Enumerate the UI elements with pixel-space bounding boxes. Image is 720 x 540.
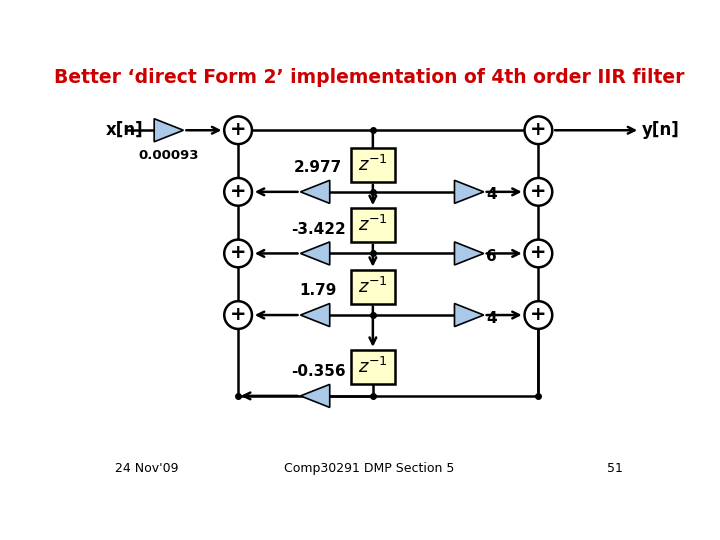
Text: $z^{-1}$: $z^{-1}$ bbox=[358, 155, 388, 175]
Polygon shape bbox=[454, 242, 484, 265]
Text: 4: 4 bbox=[486, 187, 497, 202]
Text: +: + bbox=[530, 181, 546, 200]
Text: +: + bbox=[230, 181, 246, 200]
Polygon shape bbox=[454, 180, 484, 204]
Polygon shape bbox=[300, 242, 330, 265]
Text: 0.00093: 0.00093 bbox=[138, 148, 199, 162]
Text: -0.356: -0.356 bbox=[291, 364, 346, 379]
Text: y[n]: y[n] bbox=[642, 122, 680, 139]
Ellipse shape bbox=[525, 178, 552, 206]
Text: 24 Nov'09: 24 Nov'09 bbox=[115, 462, 179, 475]
Polygon shape bbox=[154, 119, 184, 142]
Text: -3.422: -3.422 bbox=[291, 221, 346, 237]
Text: $z^{-1}$: $z^{-1}$ bbox=[358, 356, 388, 377]
FancyBboxPatch shape bbox=[351, 269, 395, 303]
Ellipse shape bbox=[224, 117, 252, 144]
Polygon shape bbox=[454, 303, 484, 327]
Text: $z^{-1}$: $z^{-1}$ bbox=[358, 215, 388, 235]
Ellipse shape bbox=[525, 117, 552, 144]
Text: +: + bbox=[530, 305, 546, 324]
Ellipse shape bbox=[224, 301, 252, 329]
Ellipse shape bbox=[224, 240, 252, 267]
Text: $z^{-1}$: $z^{-1}$ bbox=[358, 276, 388, 296]
Ellipse shape bbox=[224, 178, 252, 206]
Polygon shape bbox=[300, 384, 330, 408]
Text: Better ‘direct Form 2’ implementation of 4th order IIR filter: Better ‘direct Form 2’ implementation of… bbox=[54, 69, 684, 87]
Ellipse shape bbox=[525, 240, 552, 267]
Text: +: + bbox=[230, 305, 246, 324]
Text: +: + bbox=[530, 120, 546, 139]
Text: 1.79: 1.79 bbox=[300, 283, 337, 298]
FancyBboxPatch shape bbox=[351, 208, 395, 242]
Text: 51: 51 bbox=[607, 462, 623, 475]
Text: 6: 6 bbox=[486, 249, 497, 264]
Text: Comp30291 DMP Section 5: Comp30291 DMP Section 5 bbox=[284, 462, 454, 475]
Text: +: + bbox=[230, 120, 246, 139]
Text: +: + bbox=[530, 243, 546, 262]
Polygon shape bbox=[300, 303, 330, 327]
Text: +: + bbox=[230, 243, 246, 262]
Text: 2.977: 2.977 bbox=[294, 160, 342, 175]
Text: 4: 4 bbox=[486, 310, 497, 326]
Ellipse shape bbox=[525, 301, 552, 329]
FancyBboxPatch shape bbox=[351, 148, 395, 182]
Polygon shape bbox=[300, 180, 330, 204]
FancyBboxPatch shape bbox=[351, 350, 395, 383]
Text: x[n]: x[n] bbox=[106, 122, 143, 139]
